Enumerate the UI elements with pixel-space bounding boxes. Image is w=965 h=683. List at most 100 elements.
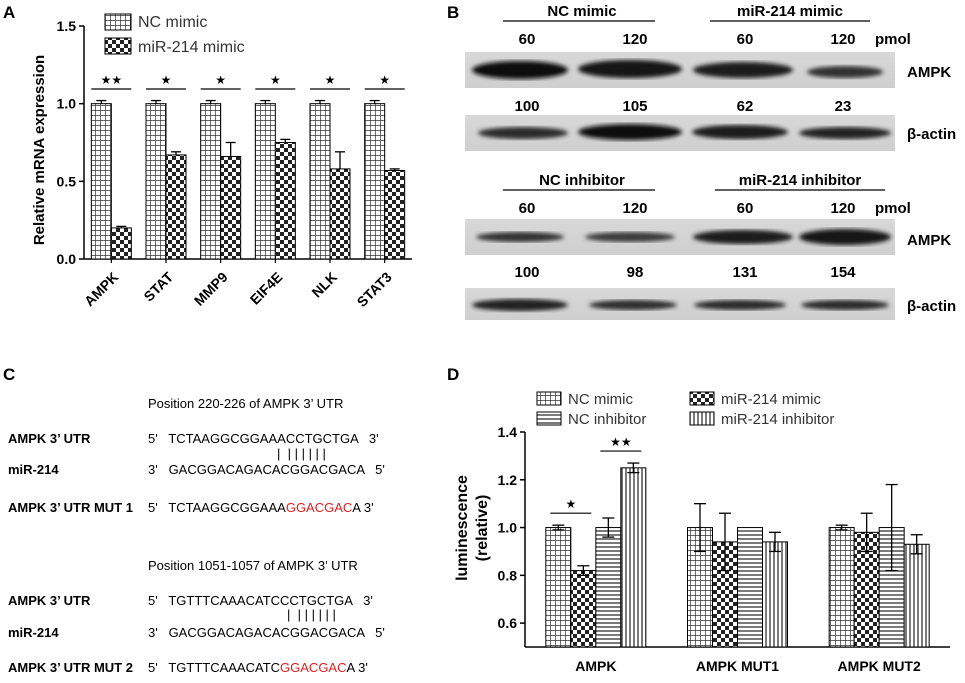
x-tick-label: AMPK	[81, 269, 121, 309]
bar	[145, 103, 167, 260]
significance-mark: ★	[379, 73, 390, 87]
legend-swatch-nc-inhibitor	[536, 411, 562, 426]
significance-mark: ★	[325, 73, 336, 87]
mir-sequence-2: 3' GACGGACAGACACGGACGACA 5'	[148, 625, 385, 640]
blot-group-mir214-inhibitor: miR-214 inhibitor	[739, 172, 862, 189]
band	[693, 62, 793, 78]
bar	[762, 541, 788, 648]
dose-label: 120	[622, 200, 647, 217]
band	[801, 300, 889, 310]
bar	[274, 142, 296, 260]
bar	[254, 103, 276, 260]
significance-mark: ★	[215, 73, 226, 87]
y-tick-label: 0.8	[498, 567, 518, 583]
band	[799, 229, 891, 245]
utr-sequence-2: 5' TGTTTCAAACATCCCTGCTGA 3'	[148, 593, 373, 608]
legend-swatch-nc-mimic	[536, 391, 562, 406]
x-tick-label: NLK	[308, 269, 340, 301]
band	[692, 125, 788, 139]
utr-label: AMPK 3’ UTR	[8, 431, 91, 446]
bar	[828, 527, 855, 648]
bar	[165, 154, 187, 260]
bar	[220, 155, 242, 260]
band	[578, 124, 682, 140]
band	[694, 300, 786, 310]
panel-label-c: C	[3, 365, 16, 384]
y-tick-label: 1.5	[57, 18, 77, 34]
x-tick-label: STAT	[140, 268, 176, 304]
band-quant: 98	[627, 264, 644, 281]
blot-figure: NC mimic miR-214 mimic 60 120 60 120 pmo…	[465, 3, 956, 320]
band-quant: 100	[514, 264, 539, 281]
band-quant: 100	[514, 98, 539, 115]
panel-label-a: A	[3, 3, 16, 22]
bar	[364, 103, 386, 260]
bar	[200, 103, 222, 260]
chart-a: 0.0 0.5 1.0 1.5 ★★ AMPK ★ STAT ★ MMP9 ★ EIF4E ★ NLK ★ S…	[31, 13, 412, 310]
unit-label: pmol	[875, 200, 911, 217]
band	[807, 66, 883, 78]
bar	[90, 103, 112, 260]
pairing-marks-2: | | | | | | |	[287, 607, 336, 622]
significance-mark: ★	[565, 497, 576, 511]
legend-label-mir214-mimic: miR-214 mimic	[721, 391, 822, 408]
legend-swatch-mir214-inhibitor	[689, 411, 715, 426]
mir-label: miR-214	[8, 625, 59, 640]
significance-mark: ★	[270, 73, 281, 87]
blot-label-ampk: AMPK	[907, 232, 951, 249]
band	[799, 127, 891, 139]
y-tick-label: 0.5	[57, 173, 77, 189]
band-quant: 131	[732, 264, 757, 281]
bar	[309, 103, 331, 260]
band	[478, 127, 568, 139]
bar	[903, 543, 930, 648]
blot-group-nc-mimic: NC mimic	[547, 3, 616, 20]
band-quant: 62	[737, 98, 754, 115]
y-tick-label: 0.0	[57, 251, 77, 267]
legend-label-nc-mimic: NC mimic	[568, 391, 633, 408]
dose-label: 120	[830, 200, 855, 217]
band	[578, 60, 682, 78]
utr-label: AMPK 3’ UTR	[8, 593, 91, 608]
blot-group-nc-inhibitor: NC inhibitor	[539, 172, 625, 189]
legend-label-nc-mimic: NC mimic	[138, 14, 207, 31]
blot-label-actin: β-actin	[907, 126, 956, 143]
blot-group-mir214-mimic: miR-214 mimic	[737, 3, 843, 20]
y-tick-label: 1.0	[498, 520, 518, 536]
blot-label-actin: β-actin	[907, 298, 956, 315]
band	[585, 232, 675, 242]
chart-d-y-axis-label-line2: (relative)	[474, 495, 491, 562]
mut-sequence-1: 5' TCTAAGGCGGAAAGGACGACA 3'	[148, 500, 374, 515]
legend-label-nc-inhibitor: NC inhibitor	[568, 411, 646, 428]
x-tick-label: AMPK	[575, 658, 616, 674]
dose-label: 60	[519, 31, 536, 48]
band-quant: 105	[622, 98, 647, 115]
y-tick-label: 0.6	[498, 615, 518, 631]
x-tick-label: EIF4E	[247, 269, 286, 308]
y-tick-label: 1.0	[57, 96, 77, 112]
panel-c-sequences: Position 220-226 of AMPK 3’ UTR AMPK 3’ …	[0, 385, 445, 683]
position-label-1: Position 220-226 of AMPK 3’ UTR	[148, 396, 344, 411]
y-tick-label: 1.2	[498, 472, 518, 488]
x-tick-label: AMPK MUT2	[838, 658, 921, 674]
unit-label: pmol	[875, 31, 911, 48]
bar	[545, 527, 572, 648]
band	[472, 61, 568, 79]
chart-d-y-axis-label-line1: luminescence	[454, 475, 471, 581]
panel-b-blots: NC mimic miR-214 mimic 60 120 60 120 pmo…	[455, 0, 965, 325]
x-tick-label: MMP9	[191, 269, 231, 309]
band	[693, 230, 793, 244]
x-tick-label: STAT3	[354, 269, 395, 310]
bar	[595, 527, 622, 648]
legend-label-mir214-mimic: miR-214 mimic	[138, 39, 245, 56]
y-tick-label: 1.4	[498, 424, 518, 440]
dose-label: 120	[622, 31, 647, 48]
mut-label-1: AMPK 3’ UTR MUT 1	[8, 500, 133, 515]
band-quant: 23	[835, 98, 852, 115]
band	[589, 300, 677, 310]
significance-mark: ★★	[610, 435, 632, 449]
dose-label: 120	[830, 31, 855, 48]
bar	[384, 169, 406, 260]
dose-label: 60	[519, 200, 536, 217]
